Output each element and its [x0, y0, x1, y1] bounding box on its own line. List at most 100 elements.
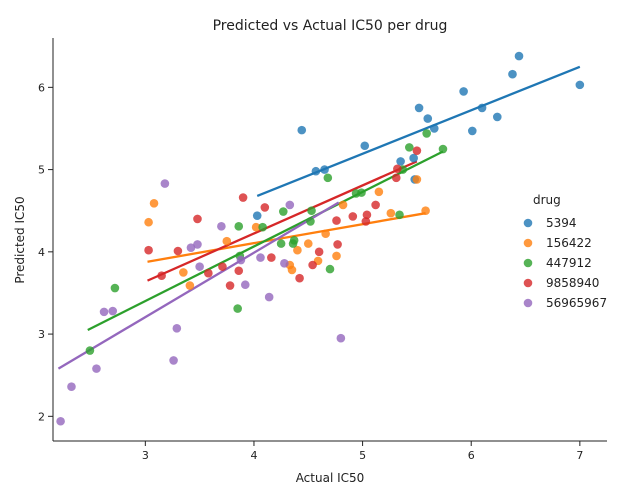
data-point-9858940: [234, 266, 244, 276]
data-point-56965967: [193, 240, 202, 249]
x-ticks: 3 4 5 6 7: [142, 441, 583, 462]
data-point-56965967: [160, 179, 170, 188]
data-point-9858940: [391, 173, 401, 183]
data-point-9858940: [412, 146, 422, 155]
x-tick-label: 5: [359, 449, 366, 462]
data-point-56965967: [217, 222, 226, 231]
data-point-9858940: [308, 260, 317, 270]
data-point-447912: [258, 222, 267, 232]
legend-marker-447912: [523, 258, 533, 268]
data-point-447912: [278, 207, 288, 216]
y-tick-label: 2: [38, 410, 45, 423]
data-point-5394: [459, 87, 468, 96]
data-point-5394: [477, 103, 487, 113]
data-point-9858940: [218, 262, 227, 271]
data-point-56965967: [56, 416, 65, 426]
data-point-447912: [325, 264, 335, 274]
data-point-9858940: [393, 164, 402, 174]
legend-marker-56965967: [523, 298, 533, 308]
data-point-9858940: [157, 271, 166, 280]
data-point-9858940: [173, 246, 183, 256]
data-point-156422: [412, 175, 422, 184]
data-point-156422: [338, 200, 348, 210]
data-point-156422: [386, 208, 396, 218]
data-point-5394: [297, 125, 307, 135]
data-point-5394: [429, 124, 439, 133]
x-tick-label: 3: [142, 449, 149, 462]
data-point-56965967: [99, 307, 109, 317]
data-point-56965967: [236, 255, 246, 265]
data-point-9858940: [295, 273, 304, 283]
legend-label: 156422: [546, 236, 592, 250]
data-point-447912: [404, 143, 414, 152]
regression-lines: [57, 65, 581, 370]
legend-label: 5394: [546, 216, 577, 230]
data-point-447912: [276, 239, 286, 248]
data-point-156422: [293, 245, 302, 255]
y-tick-label: 5: [38, 164, 45, 177]
data-point-9858940: [362, 210, 372, 220]
x-tick-label: 7: [576, 449, 583, 462]
data-point-156422: [303, 239, 313, 248]
data-point-9858940: [260, 203, 270, 212]
data-point-447912: [306, 217, 315, 226]
data-point-156422: [287, 265, 297, 275]
data-point-5394: [311, 166, 321, 176]
y-tick-label: 6: [38, 81, 45, 94]
fit-line-5394: [256, 65, 581, 197]
data-point-447912: [323, 173, 333, 183]
data-point-56965967: [264, 292, 274, 302]
data-point-56965967: [240, 280, 250, 290]
data-point-447912: [307, 206, 316, 216]
data-point-156422: [332, 251, 341, 261]
data-point-447912: [85, 346, 95, 355]
data-point-5394: [508, 69, 517, 79]
y-axis-label: Predicted IC50: [13, 196, 27, 283]
x-tick-label: 6: [468, 449, 475, 462]
legend-label: 9858940: [546, 276, 599, 290]
data-point-9858940: [267, 253, 276, 262]
data-point-56965967: [256, 253, 265, 262]
data-point-447912: [422, 129, 431, 138]
y-tick-label: 4: [38, 246, 45, 259]
data-point-156422: [185, 281, 195, 290]
data-point-447912: [357, 188, 366, 197]
data-point-56965967: [169, 356, 178, 365]
data-point-447912: [438, 144, 448, 154]
data-point-447912: [289, 236, 299, 245]
data-point-9858940: [238, 193, 248, 202]
data-point-9858940: [144, 245, 153, 255]
data-point-5394: [492, 112, 502, 122]
data-point-156422: [321, 229, 330, 239]
data-point-5394: [575, 80, 585, 90]
data-point-5394: [320, 165, 329, 174]
data-point-9858940: [193, 214, 202, 224]
data-point-56965967: [195, 262, 204, 271]
legend-title: drug: [533, 193, 561, 207]
legend-label: 56965967: [546, 296, 607, 310]
data-point-56965967: [336, 333, 346, 343]
data-point-56965967: [108, 306, 118, 316]
data-point-156422: [421, 206, 430, 216]
data-point-5394: [468, 126, 477, 136]
data-point-5394: [414, 103, 424, 113]
data-point-447912: [233, 304, 242, 313]
fit-line-9858940: [147, 160, 418, 282]
data-point-156422: [144, 217, 153, 227]
y-ticks: 2 3 4 5 6: [38, 81, 53, 423]
data-point-5394: [396, 157, 405, 166]
fit-line-156422: [147, 212, 426, 263]
data-point-56965967: [67, 382, 76, 392]
x-tick-label: 4: [250, 449, 257, 462]
data-point-447912: [234, 222, 244, 231]
legend: drug 5394 156422 447912 9858940 56965967: [523, 193, 607, 310]
legend-marker-156422: [523, 238, 533, 248]
data-points: [56, 51, 585, 426]
data-point-9858940: [371, 200, 380, 210]
data-point-156422: [251, 222, 261, 232]
axes: [52, 38, 607, 442]
data-point-9858940: [333, 240, 342, 249]
data-point-156422: [222, 236, 232, 246]
data-point-9858940: [225, 281, 235, 290]
